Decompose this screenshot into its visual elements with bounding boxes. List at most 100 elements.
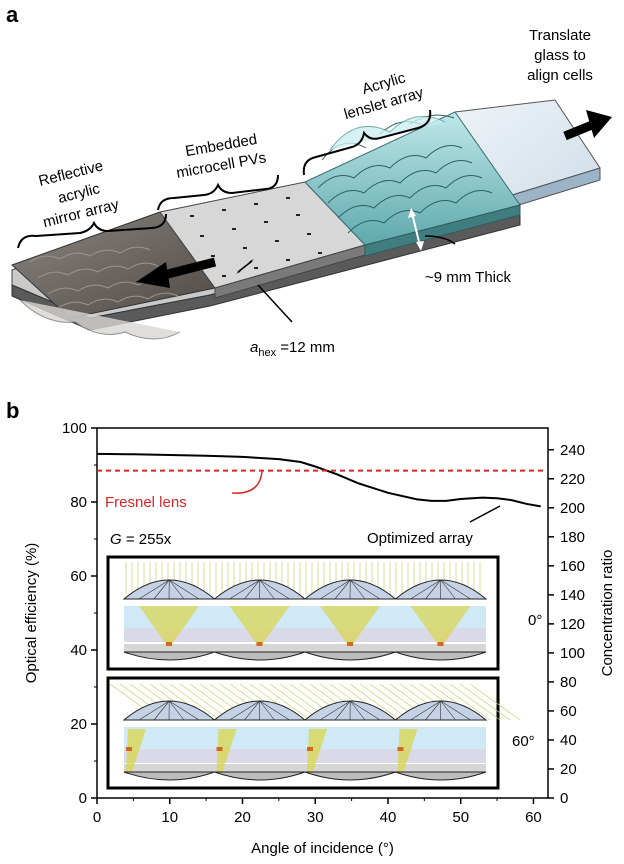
x-tick-label: 60 [525,809,542,826]
y-tick-label: 80 [70,494,87,511]
inset-mirror [304,651,396,661]
lenslet-brace [302,109,432,176]
inset-lens-mesh [350,579,381,600]
inset-lens-mesh [440,700,456,721]
inset-lens-mesh [169,579,200,600]
inset-lens-mesh [334,579,351,600]
inset-lens-mesh [350,579,366,600]
y2-tick-label: 0 [560,790,568,807]
x-tick-label: 40 [380,809,397,826]
inset-cell [126,747,132,751]
y-tick-label: 100 [62,420,87,437]
y2-tick-label: 40 [560,732,577,749]
inset-lens-mesh [153,700,170,721]
thickness-label: ~9 mm Thick [425,269,511,286]
g-label: G = 255x [110,531,172,548]
inset-60deg-lenses [122,700,488,781]
inset-lens-mesh [425,579,441,600]
translate-label-1: Translate [529,27,591,44]
inset-lens-mesh [138,700,170,721]
inset-ray [439,683,491,721]
inset-cell [216,747,223,751]
inset-ray [269,683,321,721]
thickness-leader [424,235,456,245]
x-tick-label: 10 [161,809,178,826]
inset-ray [349,683,401,721]
inset-lens-mesh [169,579,185,600]
inset-ray [449,683,501,721]
inset-cell [256,642,263,646]
inset-focus-cone [410,606,471,644]
inset-mirror [214,771,306,781]
x-tick-label: 20 [234,809,251,826]
y-tick-label: 0 [79,790,87,807]
fresnel-lens-label: Fresnel lens [105,494,187,511]
inset-lens-mesh [440,579,471,600]
y2-tick-label: 140 [560,587,585,604]
inset-lens-mesh [138,579,170,600]
inset-focus-cone [126,729,146,772]
inset-lens-mesh [410,579,441,600]
inset-lens-mesh [229,700,260,721]
ahex-label: ahex =12 mm [250,339,335,359]
inset-lens-mesh [259,579,275,600]
inset-lens-mesh [259,700,275,721]
inset-lens-mesh [244,579,260,600]
inset-lens-mesh [440,700,471,721]
inset-mirror [395,771,487,781]
inset-0deg-angle: 0° [528,612,542,629]
chart-axes: 0 10 20 30 40 50 60 0 20 40 60 80 100 0 20 40 60 80 100 120… [23,420,616,857]
inset-60deg: 60° [106,676,535,790]
inset-mirror [123,651,215,661]
y2-tick-label: 20 [560,761,577,778]
inset-focus-cone [139,606,199,644]
inset-lens-mesh [425,700,441,721]
y2-tick-label: 220 [560,471,585,488]
inset-lens-mesh [410,700,441,721]
mirror-brace [17,213,167,249]
inset-mirror [214,651,306,661]
y2-axis-label: Concentration ratio [599,550,616,677]
y2-tick-label: 100 [560,645,585,662]
inset-lens-mesh [350,700,381,721]
optimized-array-label: Optimized array [367,530,473,547]
inset-cell [347,642,353,646]
inset-60deg-angle: 60° [512,733,535,750]
y2-tick-label: 80 [560,674,577,691]
y2-tick-label: 200 [560,500,585,517]
panel-a-label: a [6,2,19,27]
inset-lens-mesh [350,700,366,721]
y-tick-label: 20 [70,716,87,733]
inset-ray [469,683,521,721]
fresnel-leader [231,470,263,494]
y2-tick-label: 180 [560,529,585,546]
inset-ray [259,683,311,721]
microcell-brace [157,174,279,211]
inset-ray [359,683,411,721]
y2-tick-label: 240 [560,442,585,459]
x-tick-label: 50 [452,809,469,826]
inset-cell [307,747,313,751]
inset-lens-mesh [319,700,351,721]
inset-cell [166,642,172,646]
inset-lens-mesh [319,579,351,600]
y-tick-label: 60 [70,568,87,585]
inset-lens-mesh [153,579,170,600]
inset-lens-mesh [244,700,260,721]
thickness-arrow [408,208,424,251]
inset-lens-mesh [259,700,290,721]
optical-efficiency-chart: 0 10 20 30 40 50 60 0 20 40 60 80 100 0 20 40 60 80 100 120… [23,420,616,857]
x-tick-label: 30 [307,809,324,826]
inset-lens-mesh [259,579,290,600]
panel-b-label: b [6,398,20,423]
y2-tick-label: 60 [560,703,577,720]
translate-label-3: align cells [527,67,593,84]
inset-focus-cone [216,729,237,772]
label-braces [17,109,432,249]
inset-mirror [395,651,487,661]
inset-focus-cone [229,606,290,644]
inset-0deg: 0° [106,555,542,671]
inset-cell [397,747,404,751]
inset-lens-mesh [169,700,200,721]
ahex-leader [257,284,293,323]
